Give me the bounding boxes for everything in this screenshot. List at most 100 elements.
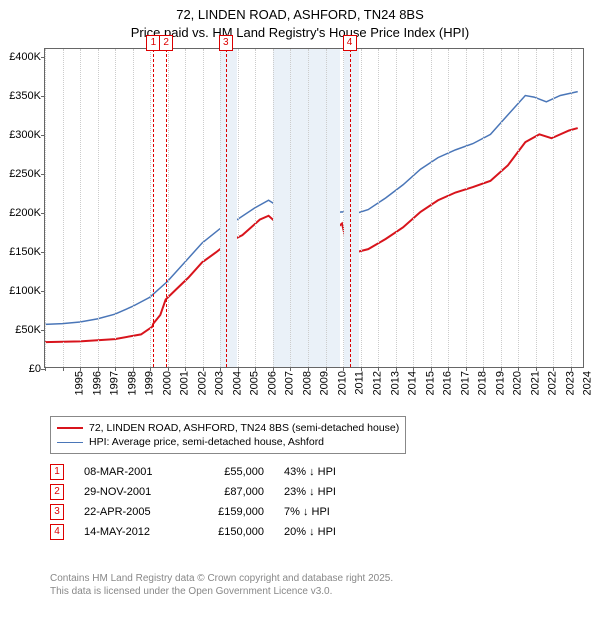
recession-band — [220, 49, 237, 367]
x-tick-label: 2005 — [249, 371, 261, 395]
x-gridline — [308, 49, 309, 367]
x-tick-label: 2021 — [529, 371, 541, 395]
x-tick-mark — [255, 367, 256, 371]
x-tick-mark — [518, 367, 519, 371]
y-tick-label: £250K — [9, 168, 45, 180]
x-gridline — [518, 49, 519, 367]
x-tick-mark — [536, 367, 537, 371]
x-gridline — [133, 49, 134, 367]
x-tick-mark — [63, 367, 64, 371]
sales-diff: 43% ↓ HPI — [284, 466, 374, 478]
sales-row: 108-MAR-2001£55,00043% ↓ HPI — [50, 462, 374, 482]
x-tick-label: 1998 — [126, 371, 138, 395]
x-gridline — [98, 49, 99, 367]
sales-row: 414-MAY-2012£150,00020% ↓ HPI — [50, 522, 374, 542]
x-tick-label: 2008 — [301, 371, 313, 395]
x-tick-mark — [553, 367, 554, 371]
sales-date: 22-APR-2005 — [84, 506, 174, 518]
x-tick-mark — [571, 367, 572, 371]
x-gridline — [273, 49, 274, 367]
x-tick-mark — [326, 367, 327, 371]
legend-label: 72, LINDEN ROAD, ASHFORD, TN24 8BS (semi… — [89, 422, 399, 434]
x-gridline — [238, 49, 239, 367]
x-tick-mark — [115, 367, 116, 371]
y-tick-label: £300K — [9, 129, 45, 141]
x-tick-label: 2017 — [459, 371, 471, 395]
x-tick-label: 2003 — [214, 371, 226, 395]
x-gridline — [501, 49, 502, 367]
x-tick-mark — [483, 367, 484, 371]
title-line-1: 72, LINDEN ROAD, ASHFORD, TN24 8BS — [0, 6, 600, 24]
x-tick-mark — [168, 367, 169, 371]
footer-line-2: This data is licensed under the Open Gov… — [50, 585, 393, 598]
chart-title: 72, LINDEN ROAD, ASHFORD, TN24 8BS Price… — [0, 0, 600, 41]
x-gridline — [185, 49, 186, 367]
x-tick-mark — [238, 367, 239, 371]
sale-marker-line — [166, 49, 167, 367]
sales-date: 14-MAY-2012 — [84, 526, 174, 538]
x-tick-label: 2006 — [266, 371, 278, 395]
y-tick-label: £150K — [9, 246, 45, 258]
x-gridline — [536, 49, 537, 367]
x-tick-mark — [343, 367, 344, 371]
y-tick-label: £50K — [15, 324, 45, 336]
x-gridline — [326, 49, 327, 367]
legend-row: HPI: Average price, semi-detached house,… — [57, 435, 399, 449]
x-tick-label: 2000 — [161, 371, 173, 395]
x-tick-label: 2001 — [179, 371, 191, 395]
x-tick-mark — [185, 367, 186, 371]
x-tick-label: 1999 — [144, 371, 156, 395]
sales-diff: 23% ↓ HPI — [284, 486, 374, 498]
sale-marker-box: 2 — [159, 35, 173, 51]
x-tick-mark — [396, 367, 397, 371]
x-tick-label: 2014 — [407, 371, 419, 395]
x-gridline — [431, 49, 432, 367]
sale-marker-box: 4 — [343, 35, 357, 51]
sales-date: 08-MAR-2001 — [84, 466, 174, 478]
x-tick-mark — [203, 367, 204, 371]
x-tick-mark — [290, 367, 291, 371]
sales-date: 29-NOV-2001 — [84, 486, 174, 498]
sales-price: £87,000 — [194, 486, 264, 498]
x-tick-label: 1995 — [73, 371, 85, 395]
x-tick-label: 2010 — [336, 371, 348, 395]
x-tick-mark — [501, 367, 502, 371]
x-tick-mark — [361, 367, 362, 371]
x-gridline — [290, 49, 291, 367]
x-tick-label: 2016 — [442, 371, 454, 395]
x-tick-mark — [220, 367, 221, 371]
x-tick-label: 1997 — [109, 371, 121, 395]
sales-marker-num: 3 — [50, 504, 64, 520]
x-tick-mark — [273, 367, 274, 371]
sales-diff: 20% ↓ HPI — [284, 526, 374, 538]
x-gridline — [361, 49, 362, 367]
x-gridline — [553, 49, 554, 367]
x-tick-label: 2024 — [582, 371, 594, 395]
x-gridline — [378, 49, 379, 367]
x-tick-mark — [45, 367, 46, 371]
x-tick-mark — [378, 367, 379, 371]
x-gridline — [63, 49, 64, 367]
recession-band — [344, 49, 359, 367]
x-tick-mark — [308, 367, 309, 371]
x-tick-label: 2020 — [512, 371, 524, 395]
legend: 72, LINDEN ROAD, ASHFORD, TN24 8BS (semi… — [50, 416, 406, 454]
sale-marker-line — [350, 49, 351, 367]
recession-band — [273, 49, 340, 367]
legend-label: HPI: Average price, semi-detached house,… — [89, 436, 324, 448]
x-gridline — [220, 49, 221, 367]
sale-marker-box: 3 — [219, 35, 233, 51]
sales-price: £55,000 — [194, 466, 264, 478]
x-tick-label: 2007 — [284, 371, 296, 395]
x-gridline — [413, 49, 414, 367]
x-tick-mark — [133, 367, 134, 371]
footer-line-1: Contains HM Land Registry data © Crown c… — [50, 572, 393, 585]
footer-attribution: Contains HM Land Registry data © Crown c… — [50, 572, 393, 598]
y-tick-label: £350K — [9, 90, 45, 102]
sales-price: £159,000 — [194, 506, 264, 518]
x-tick-mark — [150, 367, 151, 371]
x-gridline — [80, 49, 81, 367]
x-gridline — [150, 49, 151, 367]
x-tick-label: 2018 — [477, 371, 489, 395]
x-tick-mark — [413, 367, 414, 371]
